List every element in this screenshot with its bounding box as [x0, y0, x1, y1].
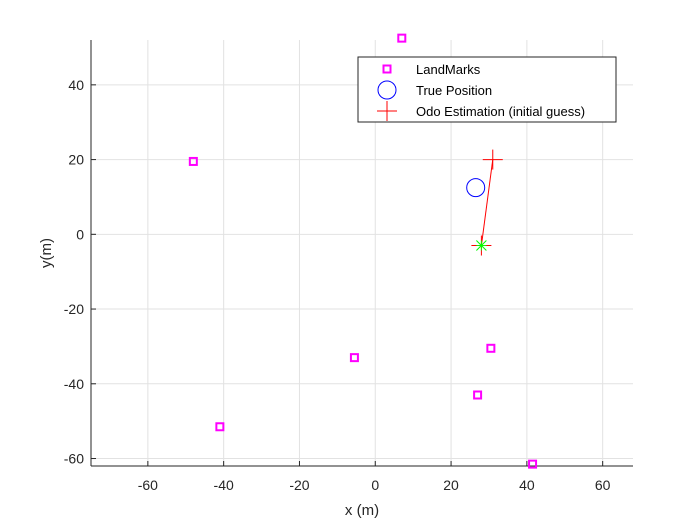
x-tick-label: -40 [214, 477, 234, 493]
y-tick-labels: -60 -40 -20 0 20 40 [64, 77, 84, 467]
legend-marker-plus [377, 101, 397, 121]
grid [91, 40, 633, 466]
chart-marks [188, 33, 538, 469]
landmark-point [528, 459, 538, 469]
legend-marker-square [382, 64, 392, 74]
y-tick-label: 20 [68, 152, 84, 168]
x-tick-label: 20 [443, 477, 459, 493]
x-tick-labels: -60 -40 -20 0 20 40 60 [138, 477, 611, 493]
x-tick-label: -60 [138, 477, 158, 493]
legend-box [357, 56, 617, 123]
y-tick-label: -40 [64, 376, 84, 392]
y-tick-label: 40 [68, 77, 84, 93]
odo-estimation-line [480, 159, 494, 246]
landmark-point [486, 343, 496, 353]
x-axis-label: x (m) [345, 502, 379, 519]
landmark-point [473, 390, 483, 400]
landmark-point [215, 422, 225, 432]
landmark-point [397, 33, 407, 43]
x-tick-label: 60 [595, 477, 611, 493]
legend-label: LandMarks [416, 62, 481, 77]
axes [90, 40, 633, 467]
y-tick-label: -60 [64, 451, 84, 467]
x-tick-label: -20 [289, 477, 309, 493]
odometry-star-point [476, 240, 487, 251]
legend-label: True Position [416, 83, 492, 98]
y-axis-label: y(m) [38, 238, 55, 268]
landmark-point [188, 156, 198, 166]
odo-estimation-point [482, 149, 503, 170]
legend-label: Odo Estimation (initial guess) [416, 104, 585, 119]
legend-marker-circle [377, 80, 397, 100]
y-tick-label: -20 [64, 301, 84, 317]
star-stroke [476, 240, 487, 251]
x-tick-label: 0 [371, 477, 379, 493]
legend: LandMarks True Position Odo Estimation (in… [357, 56, 617, 123]
y-tick-label: 0 [76, 226, 84, 242]
x-tick-label: 40 [519, 477, 535, 493]
landmark-point [349, 353, 359, 363]
true-position-point [466, 178, 486, 198]
